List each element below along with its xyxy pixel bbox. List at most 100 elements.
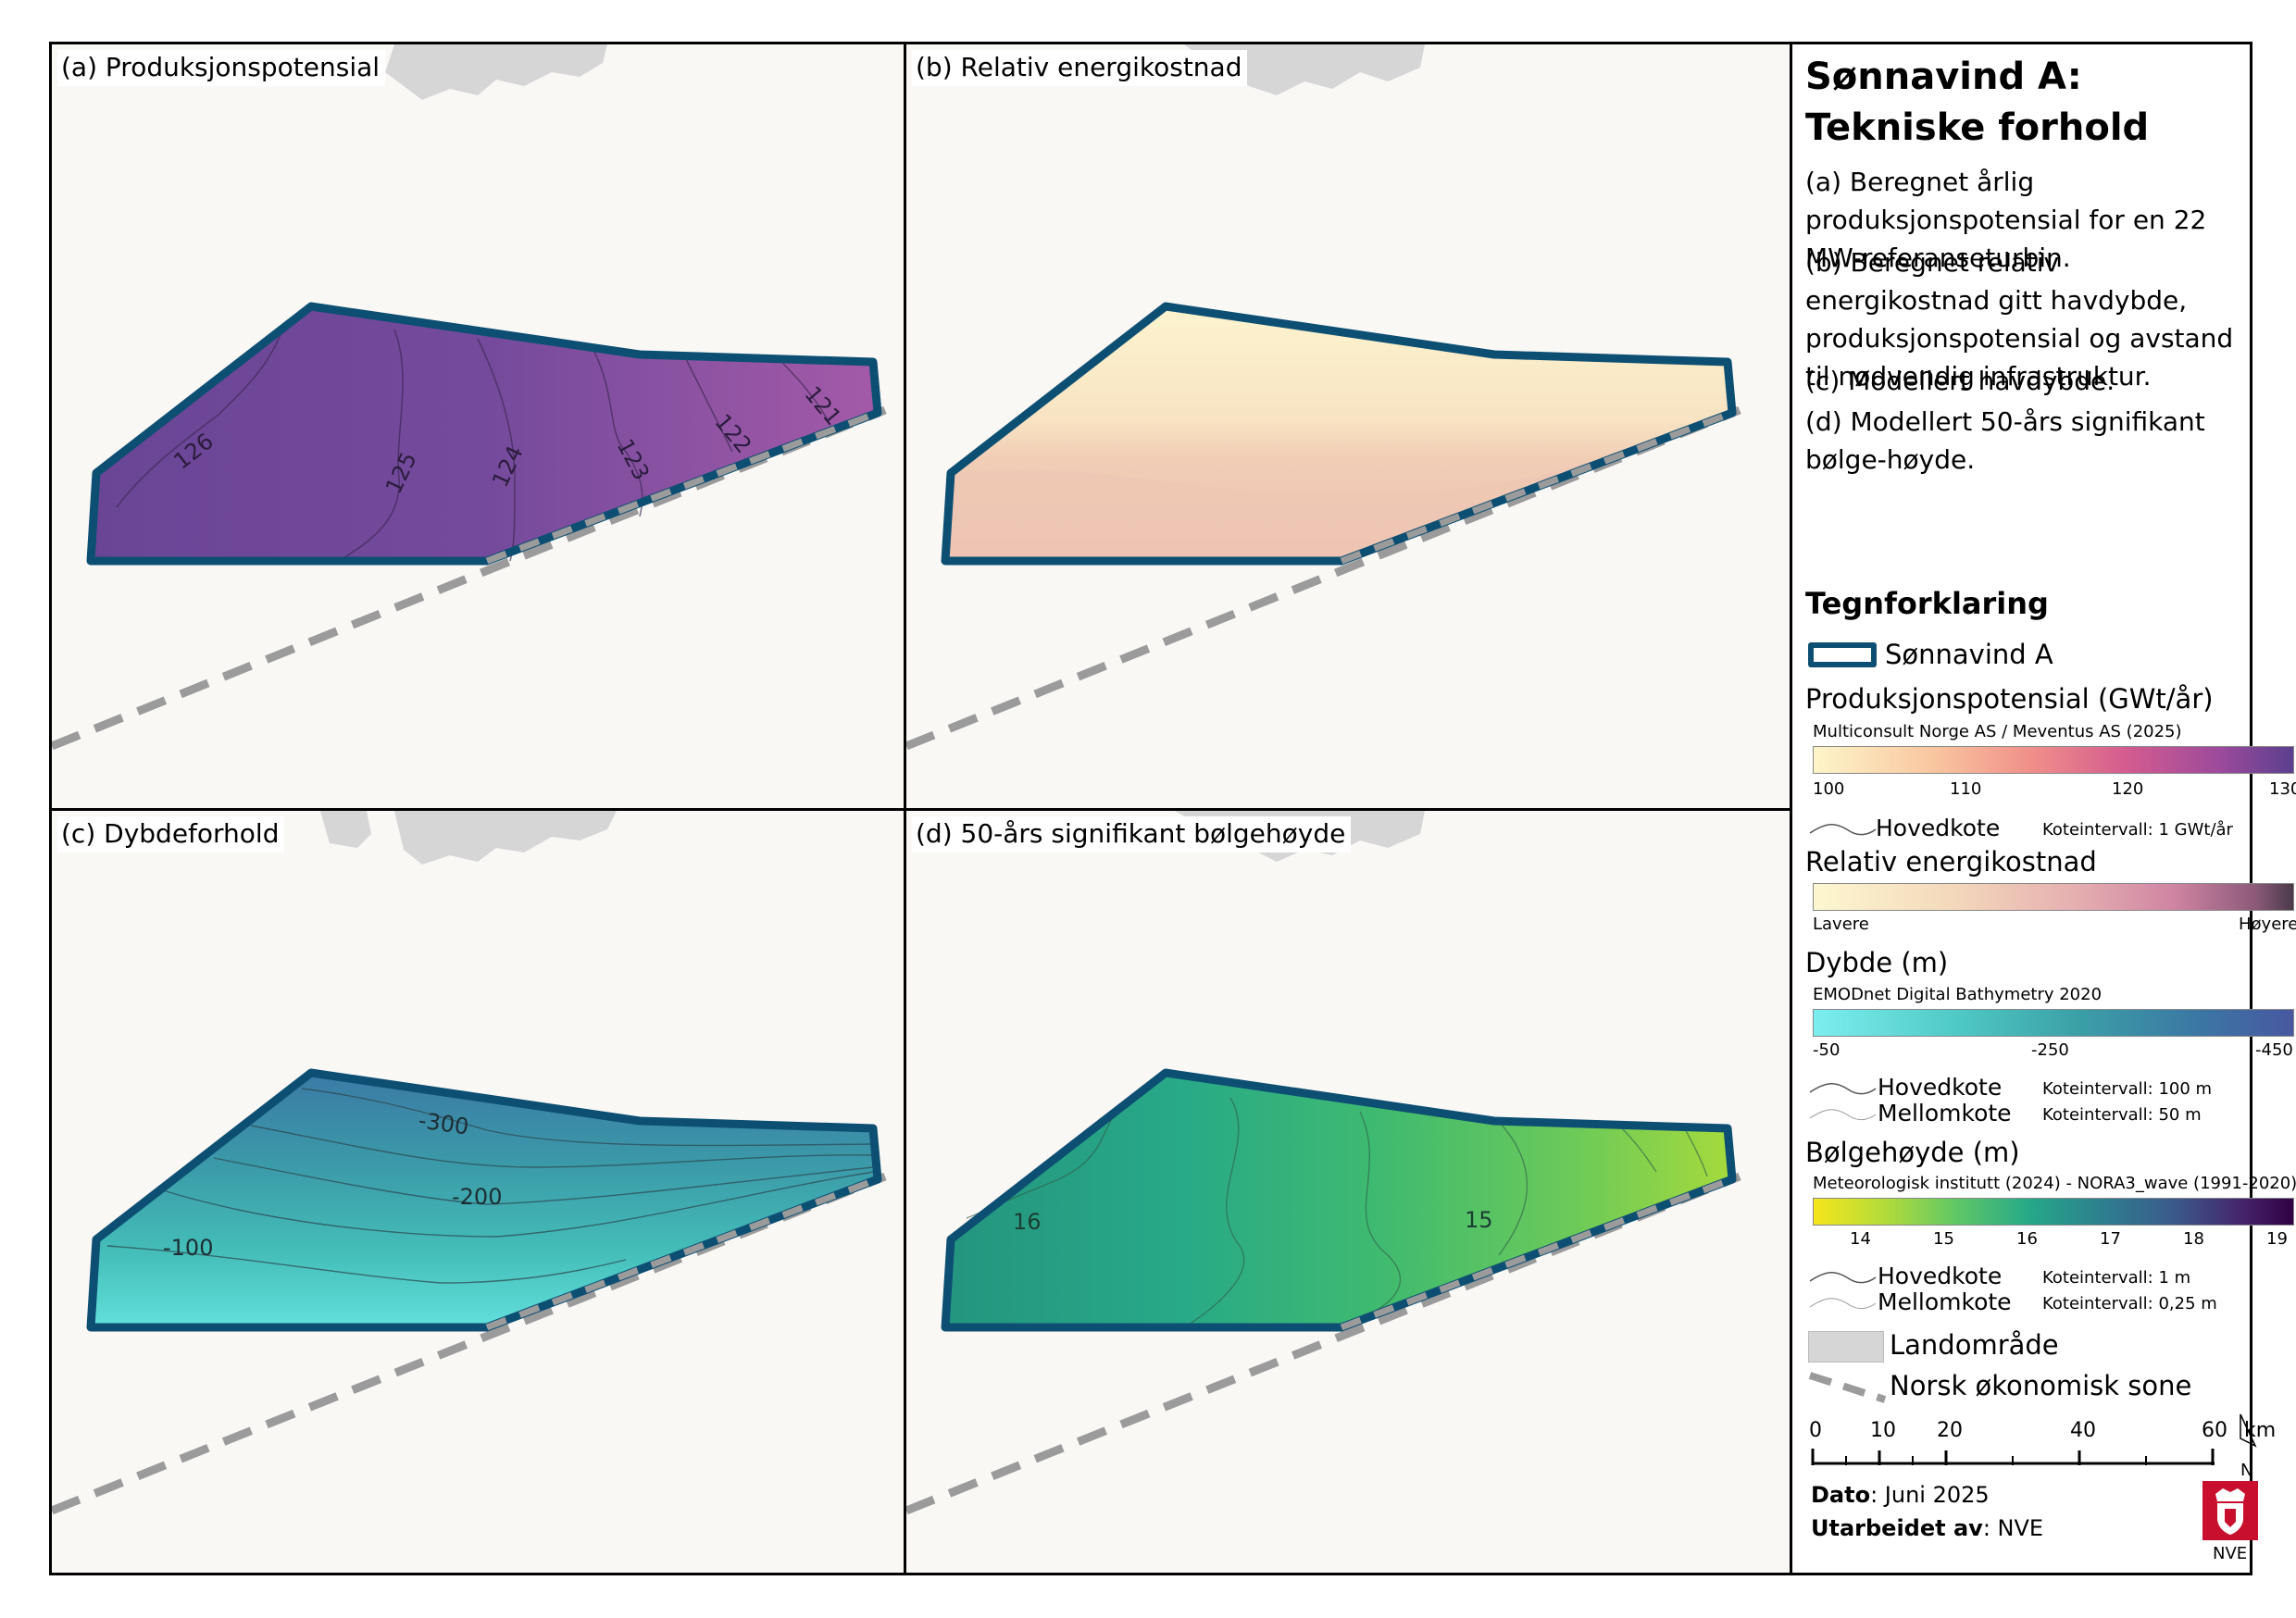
legend-heading: Tegnforklaring — [1805, 586, 2049, 621]
sonnavind-a-outline — [941, 1068, 1737, 1332]
prod-tick: 110 — [1950, 779, 1982, 799]
land-area — [320, 811, 617, 865]
zone-label: Norsk økonomisk sone — [1890, 1370, 2192, 1401]
depth-tick: -50 — [1813, 1040, 1841, 1060]
depth-label: Dybde (m) — [1805, 947, 1949, 978]
depth-mellomkote: Mellomkote — [1878, 1100, 2012, 1126]
prod-tick: 130 — [2269, 779, 2296, 799]
description-a: (a) Beregnet årlig produksjonspotensial … — [1805, 167, 2207, 273]
author-label: Utarbeidet av — [1811, 1515, 1983, 1541]
panel-title: (b) Relativ energikostnad — [912, 50, 1248, 86]
depth-tick: -250 — [2031, 1040, 2069, 1060]
date-label: Dato — [1811, 1482, 1871, 1508]
contour-label: -200 — [452, 1184, 502, 1210]
contour-label: 16 — [1013, 1209, 1042, 1235]
depth-interval-mid: Koteintervall: 50 m — [2042, 1105, 2202, 1125]
scale-tick: 10 — [1870, 1419, 1896, 1442]
contour-line-icon — [1809, 824, 1877, 836]
wave-tick: 19 — [2266, 1229, 2288, 1249]
sonnavind-a-outline — [86, 1068, 882, 1332]
date-line: Dato: Juni 2025 — [1811, 1482, 1990, 1508]
depth-contours — [106, 1088, 875, 1284]
description-b: (b) Beregnet relativ energikostnad gitt … — [1805, 247, 2234, 392]
cost-label: Relativ energikostnad — [1805, 846, 2097, 877]
wave-tick: 16 — [2016, 1229, 2038, 1249]
legend-sidebar: Sønnavind A: Tekniske forhold (a) Beregn… — [1792, 44, 2296, 1578]
author-line: Utarbeidet av: NVE — [1811, 1515, 2043, 1541]
panel-depth: -300 -200 -100 (c) Dybdeforhold — [52, 811, 904, 1573]
panel-title: (d) 50-års signifikant bølgehøyde — [912, 816, 1352, 853]
panel-relative-energy-cost: (b) Relativ energikostnad — [906, 44, 1790, 808]
scale-unit: km — [2244, 1419, 2277, 1442]
land-area — [385, 44, 607, 100]
description-d: (d) Modellert 50-års signifikant bølge-h… — [1805, 406, 2205, 475]
wave-source: Meteorologisk institutt (2024) - NORA3_w… — [1813, 1174, 2296, 1193]
panel-title: (c) Dybdeforhold — [57, 816, 285, 853]
contour-labels: 16 15 — [1013, 1207, 1493, 1235]
depth-color-ramp — [1813, 1009, 2294, 1037]
land-label: Landområde — [1890, 1329, 2059, 1361]
nve-logo — [2202, 1481, 2258, 1540]
prod-interval: Koteintervall: 1 GWt/år — [2042, 820, 2233, 840]
panel-production-potential: 126 125 124 123 122 121 (a) Produksjonsp… — [52, 44, 904, 808]
contour-line-thin-icon — [1809, 1298, 1877, 1310]
wave-interval-mid: Koteintervall: 0,25 m — [2042, 1294, 2217, 1313]
depth-source: EMODnet Digital Bathymetry 2020 — [1813, 985, 2103, 1004]
production-contours — [116, 326, 830, 562]
prod-tick: 100 — [1813, 779, 1845, 799]
scale-tick: 60 — [2202, 1419, 2227, 1442]
wave-label: Bølgehøyde (m) — [1805, 1137, 2020, 1168]
map-depth: -300 -200 -100 — [52, 811, 887, 1515]
wave-color-ramp — [1813, 1198, 2294, 1226]
description-c: (c) Modellert havdybde. — [1805, 366, 2115, 396]
prod-color-ramp — [1813, 746, 2294, 774]
contour-label: 15 — [1465, 1207, 1493, 1233]
sonnavind-a-outline — [941, 302, 1737, 566]
wave-mellomkote: Mellomkote — [1878, 1288, 2012, 1315]
area-label: Sønnavind A — [1885, 639, 2053, 670]
contour-line-icon — [1809, 1083, 1877, 1095]
survey-area-fill — [945, 1073, 1732, 1327]
wave-tick: 15 — [1933, 1229, 1954, 1249]
divider-sidebar — [1790, 44, 1792, 1573]
prod-tick: 120 — [2112, 779, 2144, 799]
map-frame: 126 125 124 123 122 121 (a) Produksjonsp… — [49, 42, 2296, 1578]
depth-tick: -450 — [2255, 1040, 2293, 1060]
logo-text: NVE — [2213, 1544, 2248, 1563]
wave-interval-main: Koteintervall: 1 m — [2042, 1268, 2191, 1288]
survey-area-fill — [91, 306, 878, 561]
map-wave: 16 15 — [906, 811, 1741, 1515]
cost-low: Lavere — [1813, 915, 1869, 934]
wave-tick: 18 — [2183, 1229, 2204, 1249]
coat-of-arms-icon — [2215, 1488, 2245, 1535]
map-title-line1: Sønnavind A: — [1805, 56, 2082, 98]
depth-interval-main: Koteintervall: 100 m — [2042, 1079, 2213, 1099]
depth-hovedkote: Hovedkote — [1878, 1074, 2003, 1101]
panel-title: (a) Produksjonspotensial — [57, 50, 386, 86]
area-outline-swatch — [1808, 642, 1877, 667]
cost-high: Høyere — [2239, 915, 2296, 934]
scale-tick: 40 — [2070, 1419, 2096, 1442]
prod-source: Multiconsult Norge AS / Meventus AS (202… — [1813, 722, 2182, 741]
prod-hovedkote: Hovedkote — [1876, 815, 2001, 841]
north-arrow-icon — [2240, 1413, 2257, 1448]
wave-tick: 17 — [2100, 1229, 2121, 1249]
divider-horizontal — [52, 808, 1790, 811]
scale-tick: 0 — [1809, 1419, 1822, 1442]
prod-label: Produksjonspotensial (GWt/år) — [1805, 683, 2214, 715]
date-value: : Juni 2025 — [1870, 1482, 1990, 1508]
contour-labels: -300 -200 -100 — [163, 1107, 502, 1261]
land-swatch — [1808, 1331, 1884, 1363]
wave-hovedkote: Hovedkote — [1878, 1263, 2003, 1289]
panel-wave-height: 16 15 (d) 50-års signifikant bølgehøyde — [906, 811, 1790, 1573]
scale-bar — [1811, 1449, 2215, 1465]
contour-line-icon — [1809, 1272, 1877, 1284]
contour-line-thin-icon — [1809, 1109, 1877, 1121]
survey-area-fill — [91, 1073, 878, 1327]
north-label: N — [2240, 1461, 2253, 1480]
sonnavind-a-outline — [86, 302, 882, 566]
map-cost — [906, 44, 1741, 751]
contour-label: -100 — [163, 1235, 213, 1261]
wave-tick: 14 — [1850, 1229, 1871, 1249]
map-title-line2: Tekniske forhold — [1805, 106, 2150, 149]
